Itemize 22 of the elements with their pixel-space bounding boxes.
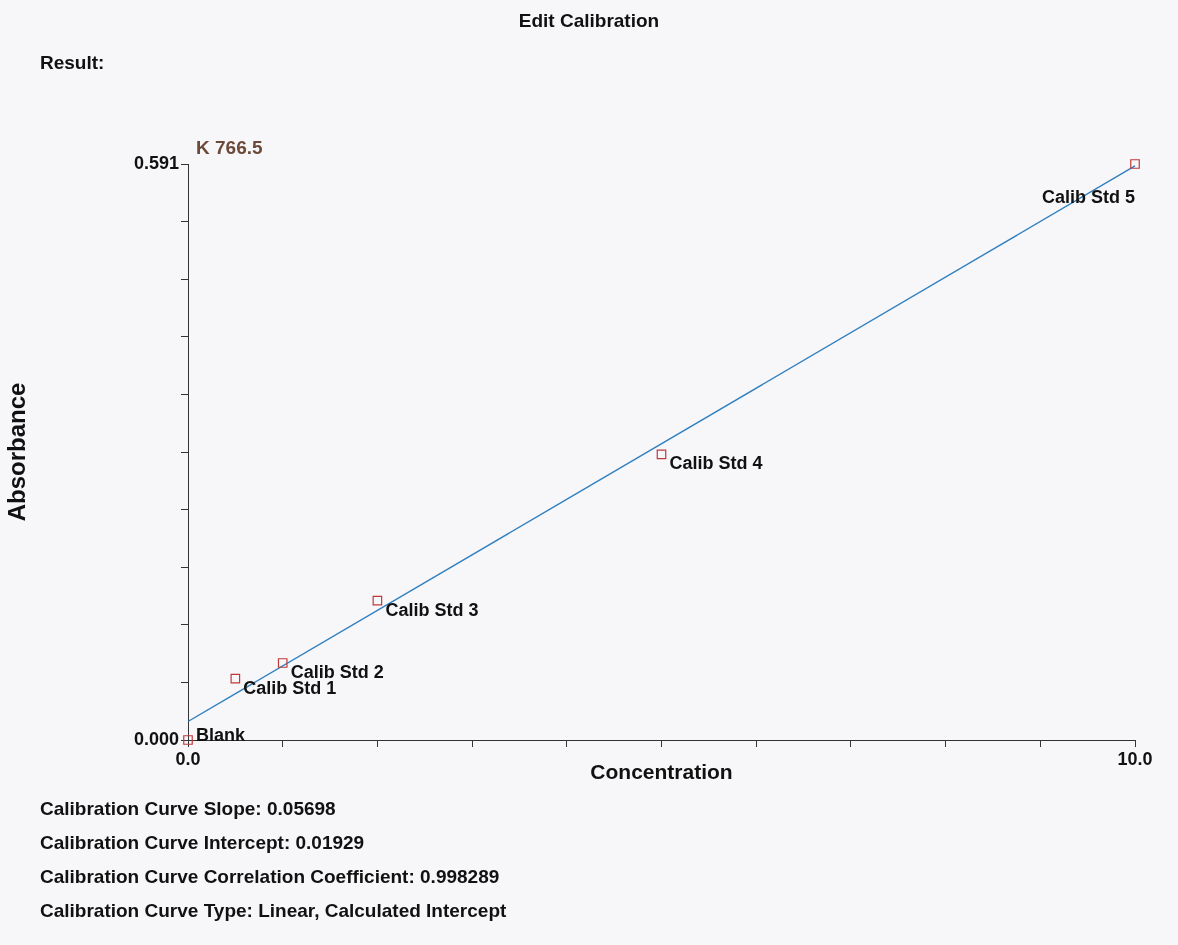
annotation: Calib Std 3 [385, 599, 479, 620]
text: K 766.5 [196, 136, 263, 158]
text: Calibration Curve Type: Linear, Calculated Intercept [40, 899, 507, 923]
point [277, 658, 288, 668]
y-tick-label: 0.000 [133, 728, 179, 749]
point [372, 595, 383, 606]
text: Calibration Curve Correlation Coefficient: 0.998289 [40, 865, 501, 889]
point [656, 449, 667, 460]
x-tick-label: 10.0 [1117, 748, 1153, 769]
annotation: Blank [196, 724, 247, 745]
chart-title: Edit Calibration [517, 10, 661, 32]
text: Calibration Curve Intercept: 0.01929 [40, 831, 366, 855]
text: Calibration Curve Slope: 0.05698 [40, 797, 337, 821]
x-axis-title: Concentration [590, 760, 733, 784]
y-tick-label: 0.591 [133, 152, 179, 173]
y-axis-title: Absorbance [3, 382, 31, 522]
x-tick-label: 0.0 [175, 748, 201, 769]
annotation: Calib Std 4 [669, 453, 763, 474]
chart-subtitle: Result: [40, 52, 105, 74]
point [230, 673, 241, 684]
point [1130, 159, 1140, 169]
annotation: Calib Std 5 [1041, 186, 1135, 207]
